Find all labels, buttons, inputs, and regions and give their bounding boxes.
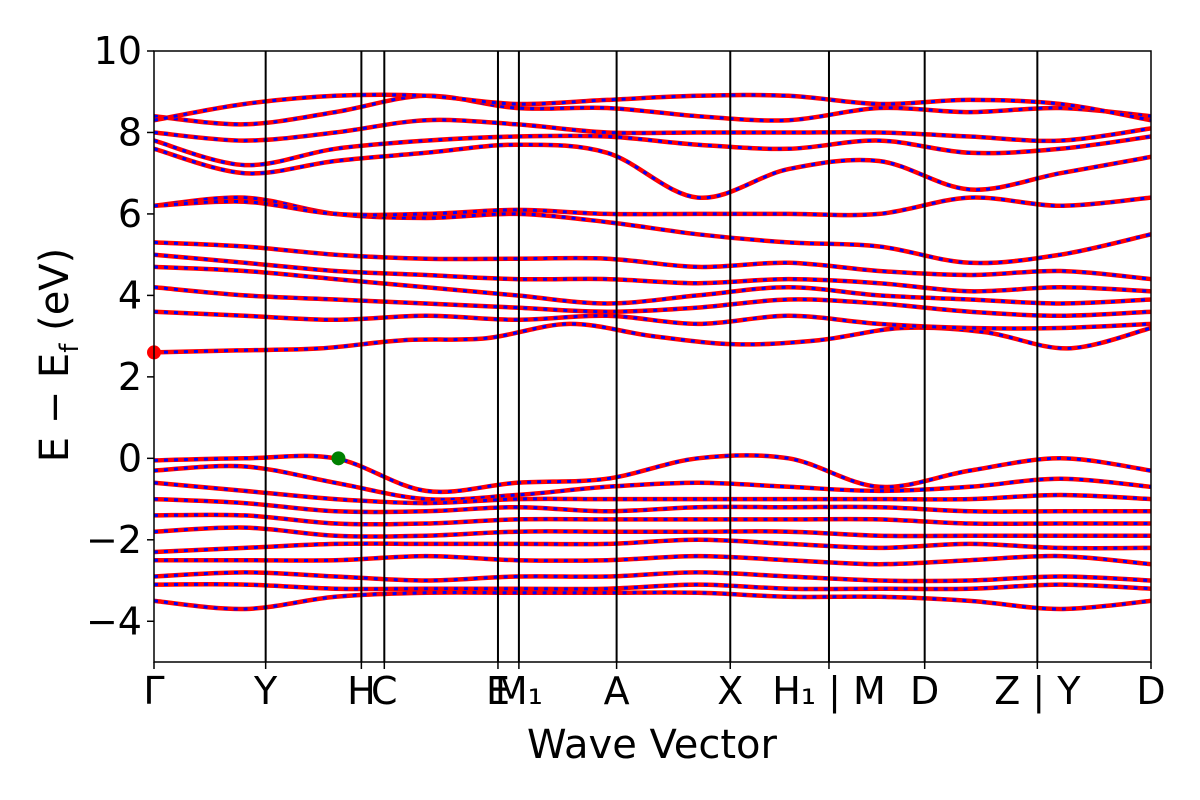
y-tick-label: 10 — [94, 29, 142, 73]
conduction-band-spin-down — [154, 93, 1151, 122]
y-tick-label: 4 — [118, 273, 142, 317]
valence-band-spin-down — [154, 570, 1151, 583]
plot-area — [147, 51, 1151, 662]
y-tick-label: 8 — [118, 110, 142, 154]
valence-band-spin-down — [154, 497, 1151, 514]
x-tick-label: Γ — [143, 669, 164, 713]
valence-band-spin-down — [154, 453, 1151, 494]
x-tick-label: Z | Y — [994, 669, 1081, 714]
conduction-band-spin-up — [154, 142, 1151, 200]
y-axis-title: E − Ef (eV) — [32, 248, 85, 463]
valence-band-spin-down — [154, 513, 1151, 526]
x-axis-ticks: Γ Y HC EM₁ A X H₁ | M D Z | Y D — [143, 662, 1166, 714]
high-symmetry-lines — [264, 51, 1039, 662]
conduction-band-spin-down — [154, 195, 1151, 265]
x-tick-label: H — [347, 669, 376, 713]
x-tick-label: Y — [253, 669, 278, 713]
y-tick-label: 0 — [118, 436, 142, 480]
conduction-band-spin-down — [154, 196, 1151, 217]
plot-frame — [153, 50, 1152, 663]
x-tick-label: D — [910, 669, 939, 713]
x-tick-label: X — [717, 669, 743, 713]
x-axis-title: Wave Vector — [527, 722, 778, 768]
x-tick-label: A — [604, 669, 630, 713]
valence-band-spin-down — [154, 554, 1151, 566]
conduction-band-spin-down — [154, 134, 1151, 167]
y-tick-label: −2 — [86, 518, 142, 562]
x-tick-label: H₁ | M — [772, 669, 886, 714]
vbm-marker — [331, 451, 346, 466]
valence-band-spin-down — [154, 590, 1151, 611]
x-tick-label: C — [371, 669, 398, 713]
y-tick-label: 6 — [118, 192, 142, 236]
x-tick-label: D — [1136, 669, 1165, 713]
conduction-band-spin-down — [154, 285, 1151, 318]
conduction-band-spin-down — [154, 265, 1151, 306]
conduction-band-spin-down — [154, 118, 1151, 143]
x-tick-label: M₁ — [495, 669, 543, 713]
x-tick-label: E — [486, 669, 510, 713]
valence-band-spin-down — [154, 538, 1151, 554]
band-lines — [154, 92, 1151, 612]
conduction-band-spin-down — [154, 322, 1151, 354]
valence-band-spin-down — [154, 481, 1151, 505]
conduction-band-spin-down — [154, 253, 1151, 293]
y-axis-title-main: E − E — [32, 353, 78, 463]
valence-band-spin-down — [154, 464, 1151, 502]
y-tick-label: −4 — [86, 599, 142, 643]
y-tick-label: 2 — [118, 355, 142, 399]
conduction-band-spin-down — [154, 240, 1151, 281]
valence-band-spin-down — [154, 526, 1151, 539]
conduction-band-spin-down — [154, 310, 1151, 331]
y-axis-title-unit: (eV) — [32, 248, 78, 344]
y-axis-title-sub: f — [55, 343, 85, 353]
valence-band-spin-down — [154, 582, 1151, 591]
y-axis-ticks: −4 −2 0 2 4 6 8 10 — [86, 29, 154, 643]
conduction-band-spin-down — [154, 94, 1151, 126]
